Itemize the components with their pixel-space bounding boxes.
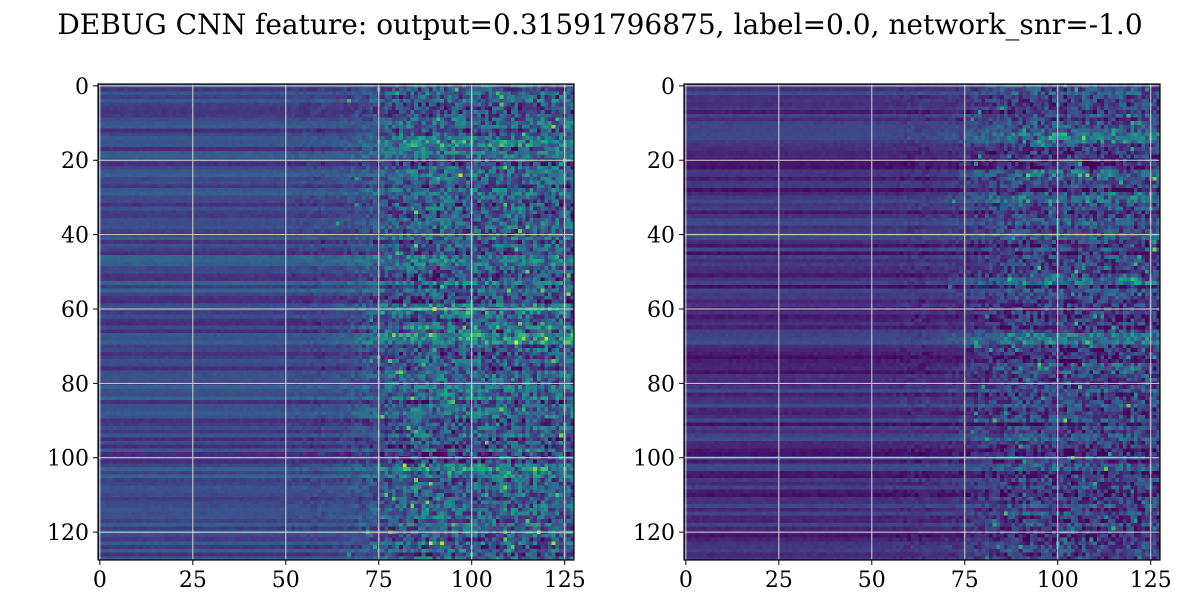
y-tick-label-left: 40 <box>61 224 89 249</box>
x-tick-label-left: 100 <box>451 568 493 593</box>
x-tick-label-right: 50 <box>858 568 886 593</box>
y-axis-ticks-left: 0 20 40 60 80 100 120 <box>47 75 98 546</box>
axes-frame-left <box>97 83 575 561</box>
x-axis-ticks-right: 0 25 50 75 100 125 <box>679 560 1172 593</box>
y-tick-label-right: 20 <box>647 149 675 174</box>
grid-lines-right <box>684 84 1160 560</box>
x-tick-label-left: 0 <box>93 568 107 593</box>
y-tick-label-right: 40 <box>647 224 675 249</box>
x-tick-label-right: 75 <box>951 568 979 593</box>
axes-frame-right <box>683 83 1161 561</box>
y-tick-label-left: 120 <box>47 521 89 546</box>
heatmap-panel-left: 0 25 50 75 100 125 0 20 40 60 80 100 120 <box>47 75 586 593</box>
x-axis-ticks-left: 0 25 50 75 100 125 <box>93 560 586 593</box>
x-tick-label-left: 125 <box>544 568 586 593</box>
x-tick-label-right: 100 <box>1037 568 1079 593</box>
y-tick-label-left: 0 <box>75 75 89 100</box>
x-tick-label-right: 125 <box>1130 568 1172 593</box>
y-tick-label-left: 20 <box>61 149 89 174</box>
heatmap-image-right <box>684 84 1160 560</box>
y-tick-label-right: 0 <box>661 75 675 100</box>
x-tick-label-right: 0 <box>679 568 693 593</box>
y-tick-label-left: 80 <box>61 372 89 397</box>
y-tick-label-left: 100 <box>47 447 89 472</box>
x-tick-label-right: 25 <box>765 568 793 593</box>
y-axis-ticks-right: 0 20 40 60 80 100 120 <box>633 75 684 546</box>
y-tick-label-right: 100 <box>633 447 675 472</box>
y-tick-label-left: 60 <box>61 298 89 323</box>
x-tick-label-left: 75 <box>365 568 393 593</box>
grid-lines-left <box>98 84 574 560</box>
y-tick-label-right: 80 <box>647 372 675 397</box>
heatmap-image-left <box>98 84 574 560</box>
x-tick-label-left: 50 <box>272 568 300 593</box>
figure-title: DEBUG CNN feature: output=0.31591796875,… <box>57 8 1142 41</box>
x-tick-label-left: 25 <box>179 568 207 593</box>
y-tick-label-right: 120 <box>633 521 675 546</box>
heatmap-panel-right: 0 25 50 75 100 125 0 20 40 60 80 100 120 <box>633 75 1172 593</box>
y-tick-label-right: 60 <box>647 298 675 323</box>
